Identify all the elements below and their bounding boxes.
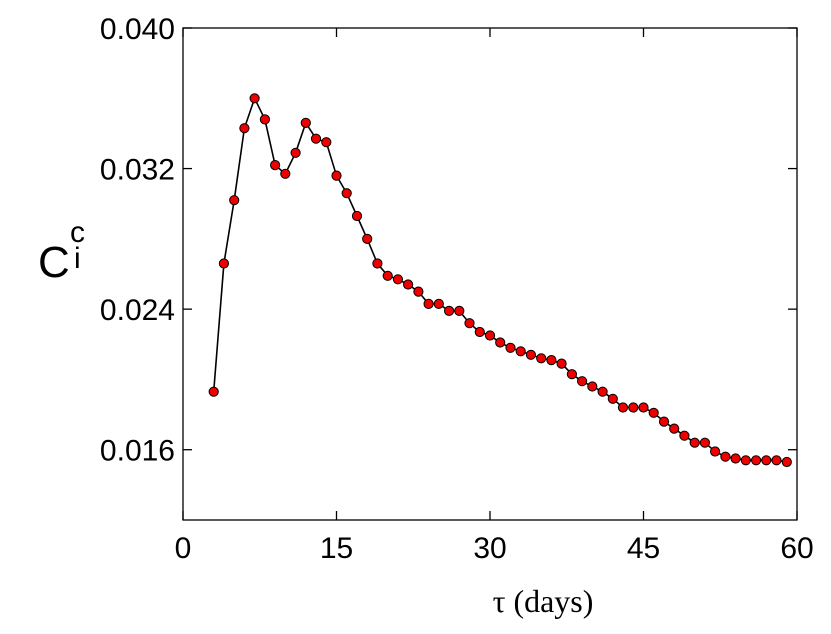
data-point: [372, 258, 383, 269]
data-point: [362, 233, 373, 244]
data-point: [392, 274, 403, 285]
data-point: [505, 342, 516, 353]
data-point: [607, 393, 618, 404]
data-point: [710, 446, 721, 457]
data-point: [413, 286, 424, 297]
data-point: [689, 437, 700, 448]
y-tick-labels: 0.016 0.024 0.032 0.040: [100, 13, 175, 468]
data-point: [423, 298, 434, 309]
y-axis-label-subscript: i: [74, 242, 81, 275]
data-point: [751, 455, 762, 466]
data-point: [638, 402, 649, 413]
data-point: [566, 369, 578, 380]
data-point: [259, 114, 270, 125]
data-point: [454, 305, 465, 316]
data-point: [658, 416, 670, 427]
data-point: [699, 437, 711, 448]
data-point: [403, 279, 414, 290]
y-tick-label: 0.016: [100, 435, 175, 468]
data-point: [536, 353, 547, 364]
data-point: [239, 123, 250, 134]
data-point: [484, 330, 496, 341]
data-point: [597, 386, 608, 397]
data-point: [740, 455, 751, 466]
x-tick-labels: 0 15 30 45 60: [175, 532, 814, 565]
data-point: [771, 455, 782, 466]
data-point: [577, 376, 588, 387]
data-point: [433, 298, 444, 309]
data-point: [331, 170, 342, 181]
data-point: [617, 402, 629, 413]
y-tick-label: 0.024: [100, 294, 175, 327]
x-tick-label: 45: [627, 532, 660, 565]
data-point: [525, 349, 537, 360]
data-point: [249, 93, 260, 104]
data-point: [587, 381, 598, 392]
x-tick-label: 15: [320, 532, 353, 565]
y-axis-label: C c i: [38, 216, 85, 287]
data-point: [781, 456, 792, 468]
x-tick-label: 60: [780, 532, 813, 565]
y-axis-label-main: C: [38, 238, 70, 287]
data-point: [730, 453, 741, 464]
data-point: [300, 117, 311, 129]
x-tick-label: 0: [175, 532, 192, 565]
data-point: [546, 355, 557, 366]
data-point: [229, 195, 240, 206]
data-point: [290, 147, 301, 158]
y-tick-label: 0.032: [100, 154, 175, 187]
data-point: [474, 326, 485, 338]
data-point: [321, 137, 332, 148]
data-point: [720, 451, 731, 462]
data-point: [444, 305, 455, 316]
data-point: [351, 210, 363, 222]
data-point: [310, 133, 322, 144]
data-point: [556, 358, 567, 369]
x-tick-label: 30: [473, 532, 506, 565]
data-point: [382, 270, 393, 281]
data-point: [669, 423, 680, 434]
data-point: [270, 160, 281, 171]
data-point: [761, 455, 772, 466]
data-point: [218, 258, 229, 269]
data-point: [628, 402, 639, 413]
axis-ticks: [182, 27, 798, 520]
data-point: [341, 188, 352, 199]
data-point: [208, 386, 219, 397]
data-point: [679, 430, 690, 441]
data-point: [515, 346, 526, 357]
data-point: [495, 337, 506, 348]
data-point: [648, 407, 659, 418]
series-points: [208, 93, 792, 468]
x-axis-label: τ (days): [493, 583, 594, 619]
data-point: [280, 168, 291, 179]
y-axis-label-superscript: c: [70, 216, 85, 249]
y-tick-label: 0.040: [100, 13, 175, 46]
data-point: [464, 318, 475, 329]
